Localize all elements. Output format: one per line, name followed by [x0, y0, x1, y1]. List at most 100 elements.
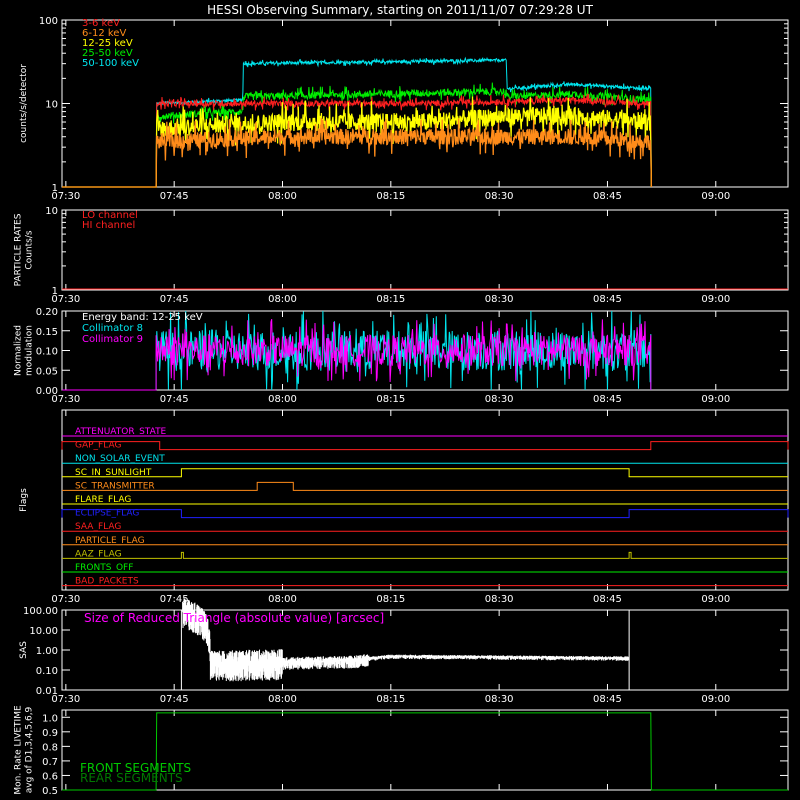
flag-line [61, 509, 789, 519]
time-tick-label: 07:30 [51, 191, 80, 202]
y-tick-label: 1 [52, 286, 58, 297]
flag-label: FRONTS_OFF [75, 563, 133, 573]
legend-entry: LO channel [82, 210, 138, 221]
panels: 07:30 07:45 08:00 08:15 08:30 08:45 09:00 count… [14, 16, 789, 797]
series-coll9 [62, 318, 652, 391]
y-axis-label: modulation [25, 325, 35, 376]
y-axis-label: Mon. Rate LIVETIME [14, 705, 24, 795]
y-tick-label: 0.9 [42, 728, 58, 739]
panel-frame [61, 709, 789, 791]
time-tick-label: 07:45 [160, 294, 189, 305]
legend-entry: REAR SEGMENTS [80, 771, 183, 785]
time-tick-label: 08:00 [268, 694, 297, 705]
flag-line [61, 441, 789, 451]
flag-label: SAA_FLAG [75, 522, 121, 532]
series-sas [180, 598, 630, 690]
time-tick-label: 07:45 [160, 394, 189, 405]
panel-frame [61, 409, 789, 591]
y-tick-label: 0.20 [36, 307, 58, 318]
time-tick-label: 08:45 [593, 191, 622, 202]
time-tick-label: 08:45 [593, 594, 622, 605]
time-tick-label: 08:00 [268, 294, 297, 305]
time-tick-label: 08:15 [376, 594, 405, 605]
time-tick-label: 09:00 [701, 594, 730, 605]
y-axis-label: Counts/s [25, 230, 35, 269]
legend-entry: 6-12 keV [82, 28, 126, 39]
flag-line [62, 481, 788, 491]
y-axis-label: Normalized [14, 325, 24, 376]
y-axis-label: SAS [19, 641, 29, 659]
flag-label: GAP_FLAG [75, 441, 121, 451]
time-tick-label: 08:30 [485, 694, 514, 705]
panel-particle-rates: 07:30 07:45 08:00 08:15 08:30 08:45 09:00 PARTI… [14, 206, 789, 305]
y-tick-label: 0.5 [42, 786, 58, 797]
legend-entry: Collimator 9 [82, 334, 143, 345]
time-tick-label: 08:00 [268, 594, 297, 605]
time-tick-label: 08:30 [485, 594, 514, 605]
time-tick-label: 08:30 [485, 191, 514, 202]
flag-label: FLARE_FLAG [75, 495, 131, 505]
time-tick-label: 07:30 [51, 394, 80, 405]
panel-sas: 07:30 07:45 08:00 08:15 08:30 08:45 09:00 SAS 0.… [19, 598, 789, 705]
panel-livetime: Mon. Rate LIVETIME avg of D1,3,4,5,6,9 0.5… [14, 705, 789, 797]
time-tick-label: 08:30 [485, 394, 514, 405]
y-tick-label: 10 [45, 100, 58, 111]
y-axis-label: Flags [19, 488, 29, 512]
series-front [62, 712, 788, 791]
flag-label: SC_IN_SUNLIGHT [75, 468, 152, 478]
legend-entry: FRONT SEGMENTS [80, 761, 191, 775]
time-tick-label: 07:45 [160, 191, 189, 202]
panel-modulation: 07:30 07:45 08:00 08:15 08:30 08:45 09:00 Norma… [14, 307, 789, 405]
flag-line [62, 551, 788, 559]
y-tick-label: 1 [52, 183, 58, 194]
y-tick-label: 0.05 [36, 366, 58, 377]
time-tick-label: 08:30 [485, 294, 514, 305]
y-axis-label: avg of D1,3,4,5,6,9 [25, 706, 35, 793]
time-tick-label: 09:00 [701, 294, 730, 305]
flag-label: NON_SOLAR_EVENT [75, 454, 165, 464]
time-tick-label: 09:00 [701, 394, 730, 405]
legend-entry: HI channel [82, 220, 135, 231]
time-tick-label: 08:45 [593, 394, 622, 405]
time-tick-label: 08:15 [376, 394, 405, 405]
flag-label: ATTENUATOR_STATE [75, 427, 167, 437]
annotation: Size of Reduced Triangle (absolute value… [84, 611, 384, 625]
y-tick-label: 0.15 [36, 327, 58, 338]
y-tick-label: 0.00 [36, 386, 58, 397]
panel-light-curves: 07:30 07:45 08:00 08:15 08:30 08:45 09:00 count… [19, 16, 789, 202]
y-tick-label: 100.00 [23, 606, 58, 617]
time-tick-label: 07:30 [51, 294, 80, 305]
y-axis-label: PARTICLE RATES [14, 213, 24, 286]
series-band_25_50 [62, 82, 652, 188]
legend-entry: 12-25 keV [82, 38, 133, 49]
annotation: Energy band: 12-25 keV [82, 312, 203, 323]
flag-line [62, 468, 788, 478]
y-tick-label: 10.00 [29, 626, 58, 637]
y-tick-label: 0.01 [36, 686, 58, 697]
time-tick-label: 08:15 [376, 294, 405, 305]
panel-flags: 07:30 07:45 08:00 08:15 08:30 08:45 09:00 Flags… [19, 409, 789, 605]
chart-title: HESSI Observing Summary, starting on 201… [207, 3, 593, 17]
time-tick-label: 07:45 [160, 694, 189, 705]
time-tick-label: 08:00 [268, 394, 297, 405]
y-tick-label: 10 [45, 206, 58, 217]
y-tick-label: 0.10 [36, 347, 58, 358]
series-band_6_12 [62, 117, 653, 188]
time-tick-label: 07:30 [51, 694, 80, 705]
flag-label: SC_TRANSMITTER [75, 481, 155, 491]
y-tick-label: 1.0 [42, 713, 58, 724]
series-coll8 [62, 310, 652, 391]
time-tick-label: 08:15 [376, 191, 405, 202]
flag-label: BAD_PACKETS [75, 577, 139, 587]
time-tick-label: 08:15 [376, 694, 405, 705]
y-tick-label: 0.10 [36, 666, 58, 677]
series-band_50_100 [62, 56, 652, 188]
y-tick-label: 0.7 [42, 757, 58, 768]
legend-entry: 3-6 keV [82, 18, 120, 29]
time-tick-label: 08:00 [268, 191, 297, 202]
time-tick-label: 09:00 [701, 694, 730, 705]
panel-frame [61, 209, 789, 291]
flag-label: ECLIPSE_FLAG [75, 509, 139, 519]
y-tick-label: 0.6 [42, 771, 58, 782]
